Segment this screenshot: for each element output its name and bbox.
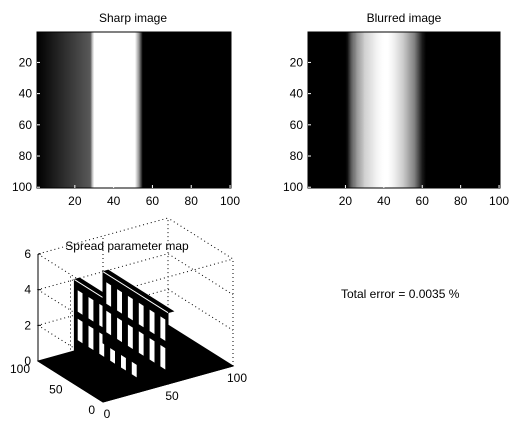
sharp-image-frame <box>36 31 232 189</box>
blurred-xtick-label: 100 <box>489 194 509 208</box>
axis-frame <box>37 254 234 403</box>
ridge-edge <box>102 271 169 314</box>
y-tick-label: 0 <box>88 403 95 417</box>
blurred-xtick-label: 60 <box>416 194 430 208</box>
sharp-ytick-label: 20 <box>19 55 33 69</box>
blurred-xtick-label: 20 <box>339 194 353 208</box>
mesh-cell <box>149 309 155 335</box>
sharp-ytick-label: 80 <box>19 149 33 163</box>
mesh-cell <box>160 316 166 341</box>
sharp-xtick-label: 20 <box>68 194 82 208</box>
mesh-cell <box>138 331 144 356</box>
mesh-cell <box>127 324 133 349</box>
blurred-image-panel: Blurred image 20 40 60 80 100 20 40 60 80 100 <box>283 11 509 208</box>
z-tick-label: 2 <box>24 318 31 332</box>
z-tick-label: 4 <box>24 283 31 297</box>
x-tick-label: 100 <box>227 371 247 385</box>
sharp-ytick-label: 60 <box>19 118 33 132</box>
blurred-xtick-label: 80 <box>454 194 468 208</box>
blurred-image-title: Blurred image <box>367 11 442 25</box>
blurred-xtick-label: 40 <box>377 194 391 208</box>
mesh-cell <box>88 297 94 322</box>
blurred-ytick-label: 100 <box>283 180 303 194</box>
y-tick-label: 50 <box>49 383 63 397</box>
mesh-cell <box>77 318 83 344</box>
sharp-image-title: Sharp image <box>99 11 167 25</box>
blurred-ytick-label: 20 <box>290 55 304 69</box>
sharp-ytick-label: 40 <box>19 87 33 101</box>
sharp-image-panel: Sharp image 20 40 60 80 100 20 40 60 80 100 <box>12 11 240 208</box>
total-error-text: Total error = 0.0035 % <box>341 287 460 301</box>
z-tick-label: 0 <box>24 354 31 368</box>
sharp-ytick-label: 100 <box>12 180 32 194</box>
mesh-cell <box>117 317 122 343</box>
mesh-cell <box>160 345 166 370</box>
x-tick-label: 0 <box>104 407 111 421</box>
mesh-cell <box>138 302 144 328</box>
blurred-image-plot <box>308 32 500 188</box>
sharp-image-ticks: 20 40 60 80 100 20 40 60 80 100 <box>12 55 240 208</box>
spread-map-title: Spread parameter map <box>65 239 189 253</box>
sharp-image-plot <box>37 32 231 188</box>
sharp-xtick-label: 80 <box>185 194 199 208</box>
z-tick-label: 6 <box>24 247 31 261</box>
blurred-ytick-label: 80 <box>290 149 304 163</box>
blurred-ytick-label: 40 <box>290 87 304 101</box>
blurred-image-ticks: 20 40 60 80 100 20 40 60 80 100 <box>283 55 509 208</box>
sharp-xtick-label: 40 <box>107 194 121 208</box>
sharp-xtick-label: 60 <box>146 194 160 208</box>
blurred-image-frame <box>307 31 501 189</box>
mesh-cell <box>117 289 122 314</box>
mesh-cell <box>106 282 112 307</box>
mesh-cell <box>77 290 83 315</box>
x-tick-label: 50 <box>165 389 179 403</box>
mesh-cell <box>127 295 133 321</box>
mesh-cell <box>106 310 112 336</box>
sharp-xtick-label: 100 <box>220 194 240 208</box>
mesh-cell <box>88 325 94 350</box>
blurred-ytick-label: 60 <box>290 118 304 132</box>
y-tick-label: 100 <box>10 362 30 376</box>
mesh-cell <box>149 338 155 363</box>
